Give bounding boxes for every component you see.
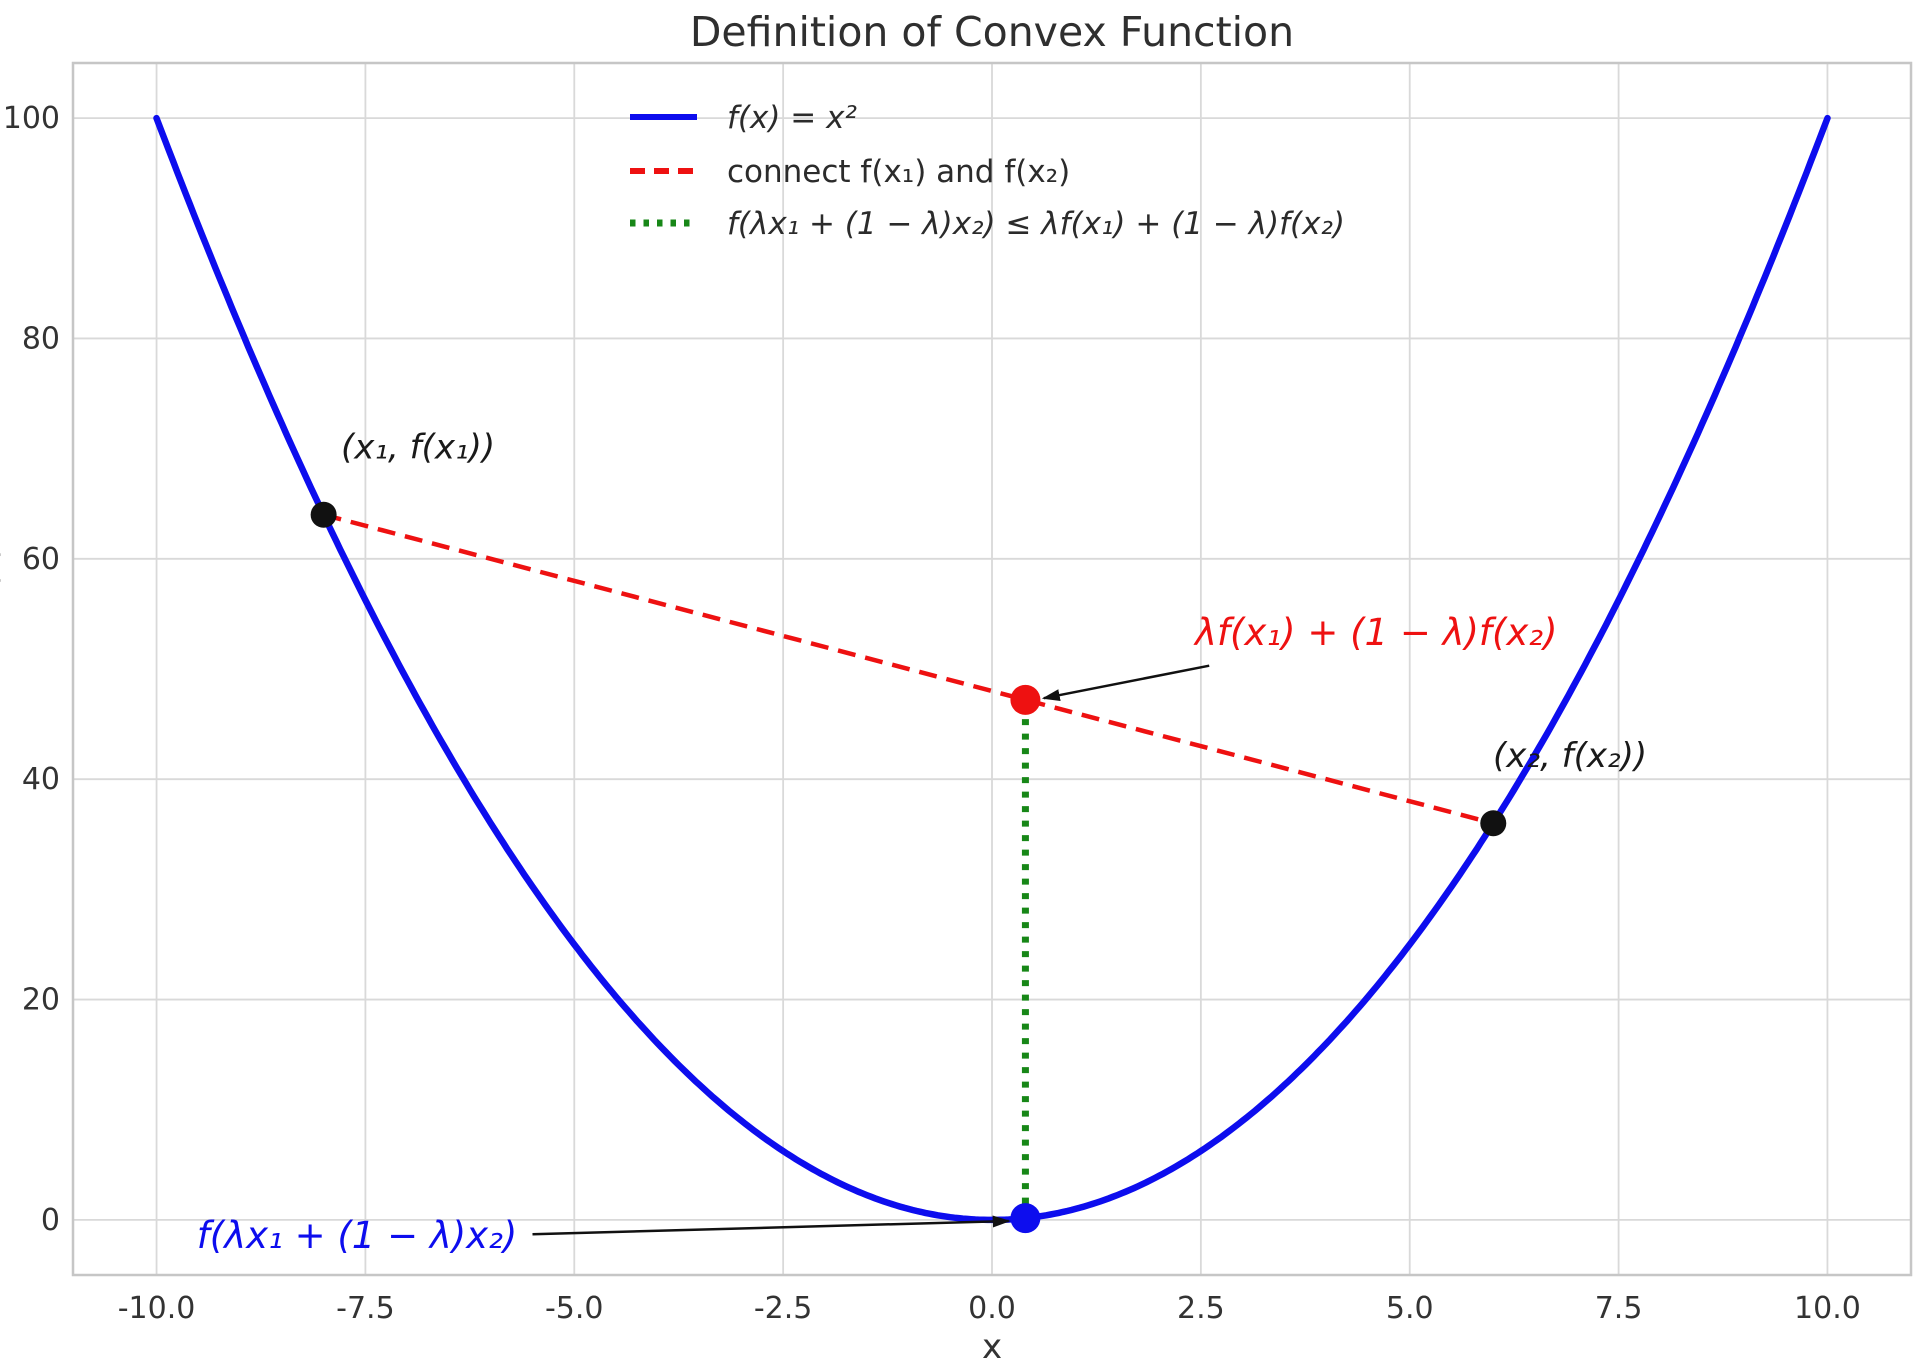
x-tick-label: 0.0	[968, 1291, 1016, 1326]
label-function-combination-arrow	[532, 1215, 1011, 1236]
point-function-combination	[1010, 1203, 1041, 1234]
x-tick-label: 7.5	[1595, 1291, 1643, 1326]
x-tick-label: -10.0	[118, 1291, 196, 1326]
x-tick-label: -5.0	[545, 1291, 604, 1326]
legend-label: f(λx₁ + (1 − λ)x₂) ≤ λf(x₁) + (1 − λ)f(x…	[727, 206, 1345, 242]
label-x1: (x₁, f(x₁))	[341, 428, 495, 468]
point-x1	[310, 501, 337, 528]
plot-frame	[71, 61, 1913, 1277]
segment-chord	[323, 512, 1494, 826]
legend-label: f(x) = x²	[727, 100, 857, 136]
label-chord-combination-arrow	[1041, 664, 1210, 702]
y-tick-label: 80	[22, 321, 60, 356]
label-x2: (x₂, f(x₂))	[1493, 736, 1647, 776]
x-tick-label: 10.0	[1794, 1291, 1861, 1326]
point-x2	[1480, 810, 1507, 837]
y-tick-label: 60	[22, 542, 60, 577]
x-tick-label: -2.5	[754, 1291, 813, 1326]
curve-parabola	[153, 114, 1831, 1224]
y-tick-label: 100	[3, 101, 60, 136]
point-chord-combination	[1010, 684, 1041, 715]
x-tick-label: -7.5	[336, 1291, 395, 1326]
label-function-combination: f(λx₁ + (1 − λ)x₂)	[197, 1214, 518, 1257]
x-tick-label: 2.5	[1177, 1291, 1225, 1326]
y-tick-label: 20	[22, 983, 60, 1018]
label-chord-combination: λf(x₁) + (1 − λ)f(x₂)	[1193, 611, 1558, 654]
y-tick-label: 0	[41, 1203, 60, 1238]
x-axis-label: x	[982, 1327, 1002, 1367]
x-tick-label: 5.0	[1386, 1291, 1434, 1326]
legend-label: connect f(x₁) and f(x₂)	[727, 154, 1070, 190]
y-axis-label: f(x)	[0, 541, 5, 600]
y-tick-label: 40	[22, 762, 60, 797]
chart-title: Definition of Convex Function	[690, 8, 1294, 56]
